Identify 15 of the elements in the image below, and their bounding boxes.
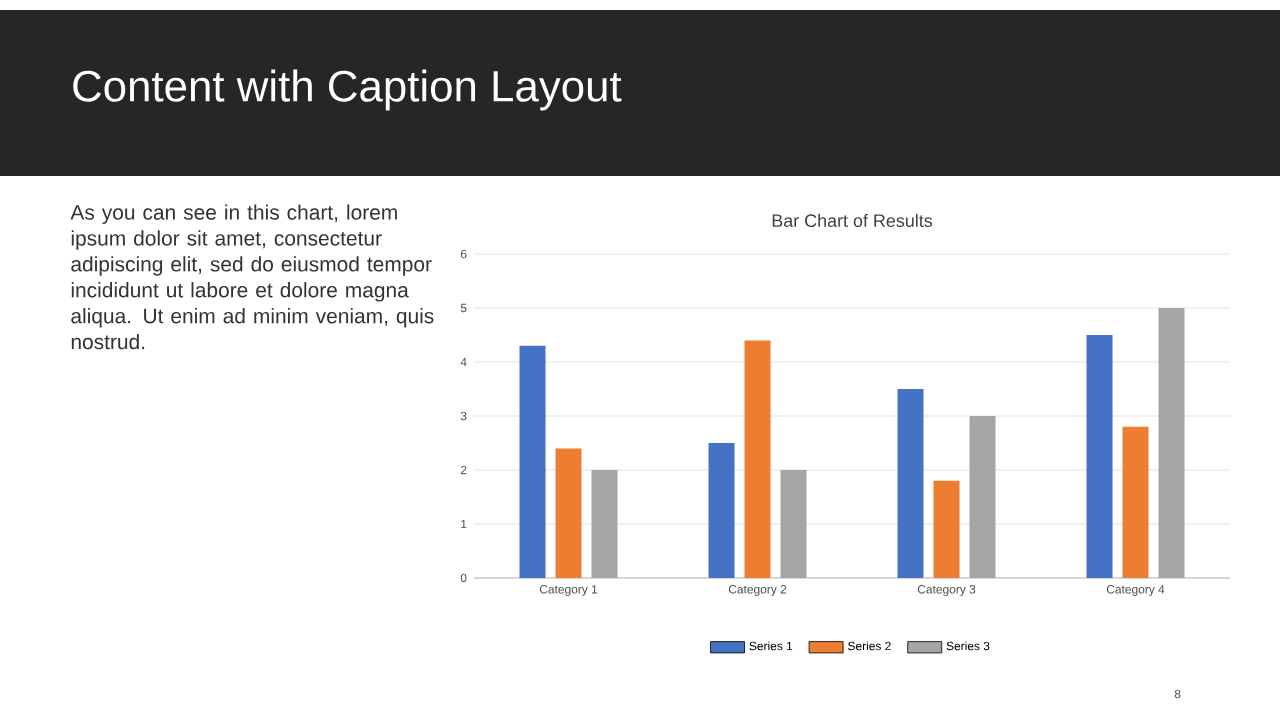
bar xyxy=(519,345,546,578)
bar xyxy=(744,340,771,578)
bar xyxy=(1158,307,1185,578)
bar xyxy=(933,480,960,578)
bar xyxy=(1122,426,1149,578)
bar xyxy=(555,448,582,578)
bar xyxy=(780,470,807,578)
bar xyxy=(591,470,618,578)
text: Content with Caption Layout xyxy=(73,69,622,111)
bar xyxy=(708,443,735,578)
text: As you can see in this chart, lorem ipsum dolor sit amet, consectetur adipiscing elit, sed do eiusmod tempor incididunt ut labore et dolore magna aliqua. Ut enim ad minim veniam, quis nostrud. xyxy=(70,204,434,350)
chart-title: Bar Chart of Results xyxy=(772,213,933,228)
bar xyxy=(1086,334,1113,578)
bar xyxy=(897,389,924,578)
bar xyxy=(969,416,996,578)
